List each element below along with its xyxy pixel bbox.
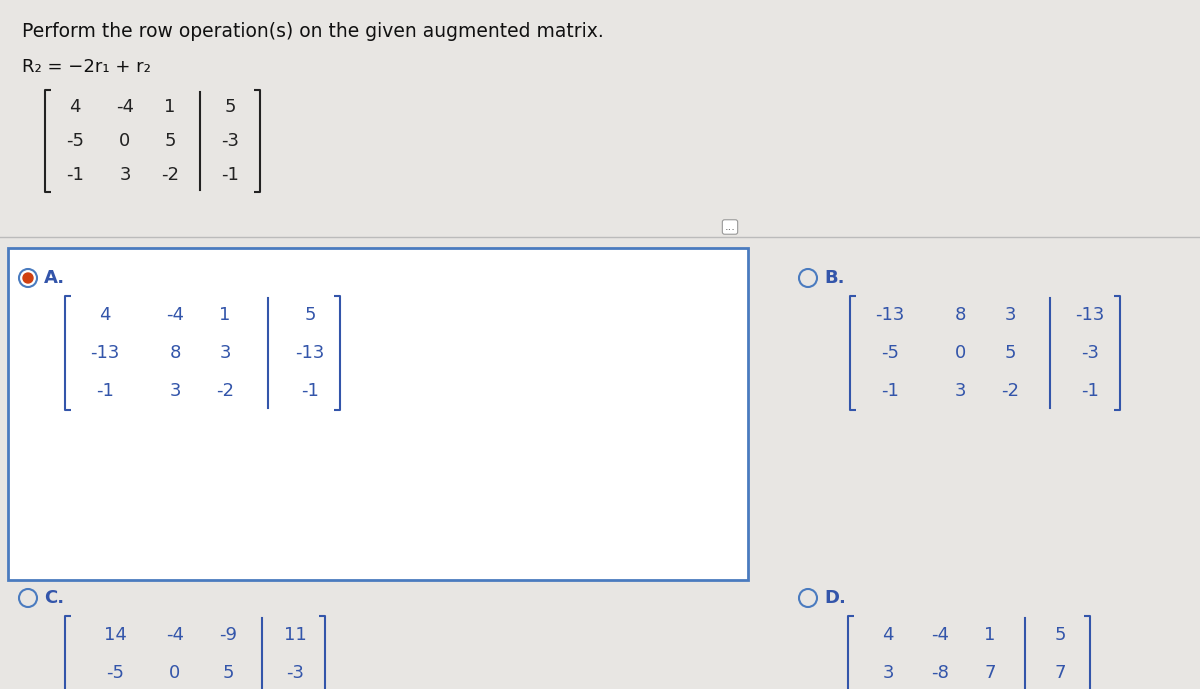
Text: B.: B. [824, 269, 845, 287]
Text: 3: 3 [954, 382, 966, 400]
Text: 3: 3 [119, 166, 131, 184]
Text: -1: -1 [1081, 382, 1099, 400]
Text: 8: 8 [169, 344, 181, 362]
Text: 5: 5 [224, 98, 235, 116]
Text: 1: 1 [164, 98, 175, 116]
Text: 1: 1 [220, 306, 230, 324]
Text: -3: -3 [221, 132, 239, 150]
Text: 5: 5 [222, 664, 234, 682]
Text: -5: -5 [66, 132, 84, 150]
Text: -13: -13 [875, 306, 905, 324]
Bar [8, 248, 748, 580]
Text: 5: 5 [1004, 344, 1015, 362]
Text: -5: -5 [881, 344, 899, 362]
Text: 1: 1 [984, 626, 996, 644]
Text: -2: -2 [161, 166, 179, 184]
Text: 4: 4 [882, 626, 894, 644]
Text: -13: -13 [1075, 306, 1105, 324]
Text: 0: 0 [169, 664, 181, 682]
Text: -5: -5 [106, 664, 124, 682]
Text: R₂ = −2r₁ + r₂: R₂ = −2r₁ + r₂ [22, 58, 151, 76]
Text: -2: -2 [216, 382, 234, 400]
Text: -1: -1 [66, 166, 84, 184]
Text: -13: -13 [90, 344, 120, 362]
Text: -3: -3 [1081, 344, 1099, 362]
Text: 5: 5 [164, 132, 175, 150]
Text: -1: -1 [221, 166, 239, 184]
Text: 5: 5 [305, 306, 316, 324]
Text: ...: ... [725, 222, 736, 232]
Text: -13: -13 [295, 344, 325, 362]
Circle shape [23, 273, 34, 283]
Text: -8: -8 [931, 664, 949, 682]
Text: -3: -3 [286, 664, 304, 682]
Text: 7: 7 [984, 664, 996, 682]
Text: D.: D. [824, 589, 846, 607]
Text: Perform the row operation(s) on the given augmented matrix.: Perform the row operation(s) on the give… [22, 22, 604, 41]
Text: 11: 11 [283, 626, 306, 644]
Text: -4: -4 [931, 626, 949, 644]
Text: -4: -4 [166, 626, 184, 644]
Text: 7: 7 [1055, 664, 1066, 682]
Text: 4: 4 [100, 306, 110, 324]
Text: 0: 0 [954, 344, 966, 362]
Text: -2: -2 [1001, 382, 1019, 400]
Text: 3: 3 [882, 664, 894, 682]
Text: A.: A. [44, 269, 65, 287]
Text: -4: -4 [166, 306, 184, 324]
Text: 14: 14 [103, 626, 126, 644]
Text: 3: 3 [1004, 306, 1015, 324]
Text: 3: 3 [220, 344, 230, 362]
Text: 0: 0 [119, 132, 131, 150]
Text: -1: -1 [881, 382, 899, 400]
Text: 4: 4 [70, 98, 80, 116]
Text: -9: -9 [220, 626, 238, 644]
Text: C.: C. [44, 589, 64, 607]
Text: 8: 8 [954, 306, 966, 324]
Text: -4: -4 [116, 98, 134, 116]
Text: 3: 3 [169, 382, 181, 400]
Text: -1: -1 [301, 382, 319, 400]
Text: 5: 5 [1055, 626, 1066, 644]
Text: -1: -1 [96, 382, 114, 400]
